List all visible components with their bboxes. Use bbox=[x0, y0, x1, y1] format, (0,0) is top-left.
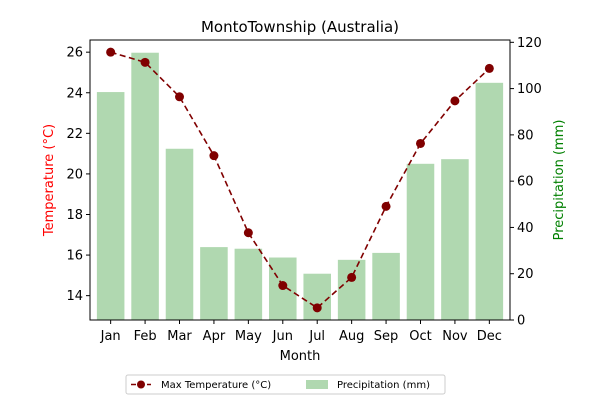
x-tick-label: Feb bbox=[134, 329, 157, 344]
y-right-tick-label: 120 bbox=[517, 36, 542, 51]
y-axis-right: 0 20 40 60 80 100 120 bbox=[510, 36, 542, 329]
x-tick-label: Nov bbox=[442, 329, 468, 344]
precipitation-bar bbox=[441, 159, 469, 320]
y-axis-right-title: Precipitation (mm) bbox=[552, 120, 567, 241]
x-tick-label: Dec bbox=[477, 329, 502, 344]
x-tick-label: Apr bbox=[203, 329, 226, 344]
y-left-tick-label: 20 bbox=[66, 167, 83, 182]
x-tick-label: Jun bbox=[272, 329, 293, 344]
y-left-tick-label: 22 bbox=[66, 127, 83, 142]
precipitation-bar bbox=[200, 247, 228, 320]
precipitation-bar bbox=[131, 52, 159, 321]
x-tick-label: Jul bbox=[308, 329, 325, 344]
y-left-tick-label: 24 bbox=[66, 86, 83, 101]
temperature-point bbox=[175, 92, 185, 102]
temperature-line bbox=[110, 51, 490, 309]
chart-title: MontoTownship (Australia) bbox=[201, 18, 399, 36]
plot-frame bbox=[89, 39, 511, 321]
y-right-tick-label: 40 bbox=[517, 221, 534, 236]
y-left-tick-label: 14 bbox=[66, 289, 83, 304]
y-axis-left: 14 16 18 20 22 24 26 bbox=[66, 46, 90, 304]
precipitation-bars bbox=[96, 52, 504, 321]
temperature-line-series bbox=[106, 47, 494, 313]
temperature-point bbox=[140, 57, 150, 67]
temperature-point bbox=[106, 47, 116, 57]
temperature-point bbox=[312, 303, 322, 313]
temperature-point bbox=[415, 138, 425, 148]
x-tick-label: Sep bbox=[374, 329, 399, 344]
legend-label-precipitation: Precipitation (mm) bbox=[337, 380, 430, 391]
precipitation-bar bbox=[337, 259, 366, 320]
precipitation-bar bbox=[303, 273, 331, 320]
precipitation-bar bbox=[96, 92, 125, 320]
x-tick-label: May bbox=[235, 329, 262, 344]
legend-temperature-marker-swatch bbox=[137, 380, 145, 389]
temperature-point bbox=[243, 228, 253, 238]
precipitation-bar bbox=[406, 163, 435, 320]
x-tick-label: Oct bbox=[409, 329, 431, 344]
legend: Max Temperature (°C) Precipitation (mm) bbox=[125, 374, 446, 395]
y-right-tick-label: 100 bbox=[517, 82, 542, 97]
temperature-point bbox=[381, 201, 391, 211]
y-right-tick-label: 0 bbox=[517, 314, 525, 329]
legend-label-temperature: Max Temperature (°C) bbox=[161, 380, 271, 391]
legend-frame bbox=[125, 374, 446, 395]
x-axis-title: Month bbox=[280, 349, 321, 364]
y-axis-left-title: Temperature (°C) bbox=[42, 124, 57, 237]
y-left-tick-label: 26 bbox=[66, 46, 83, 61]
x-tick-label: Jan bbox=[100, 329, 121, 344]
precipitation-bar bbox=[165, 148, 194, 320]
temperature-point bbox=[278, 281, 288, 291]
temperature-point bbox=[484, 63, 494, 73]
y-right-tick-label: 60 bbox=[517, 175, 534, 190]
precipitation-bar bbox=[234, 248, 263, 320]
precipitation-bar bbox=[475, 82, 504, 321]
precipitation-bar bbox=[372, 252, 400, 320]
y-right-tick-label: 80 bbox=[517, 128, 534, 143]
y-right-tick-label: 20 bbox=[517, 267, 534, 282]
x-tick-label: Mar bbox=[167, 329, 192, 344]
y-left-tick-label: 16 bbox=[66, 249, 83, 264]
x-axis: Jan Feb Mar Apr May Jun Jul Aug Sep Oct Nov Dec bbox=[100, 320, 502, 344]
x-tick-label: Aug bbox=[339, 329, 364, 344]
y-left-tick-label: 18 bbox=[66, 208, 83, 223]
temperature-point bbox=[347, 272, 357, 282]
temperature-point bbox=[209, 151, 219, 161]
temperature-point bbox=[450, 96, 460, 106]
legend-precipitation-swatch bbox=[306, 380, 328, 389]
